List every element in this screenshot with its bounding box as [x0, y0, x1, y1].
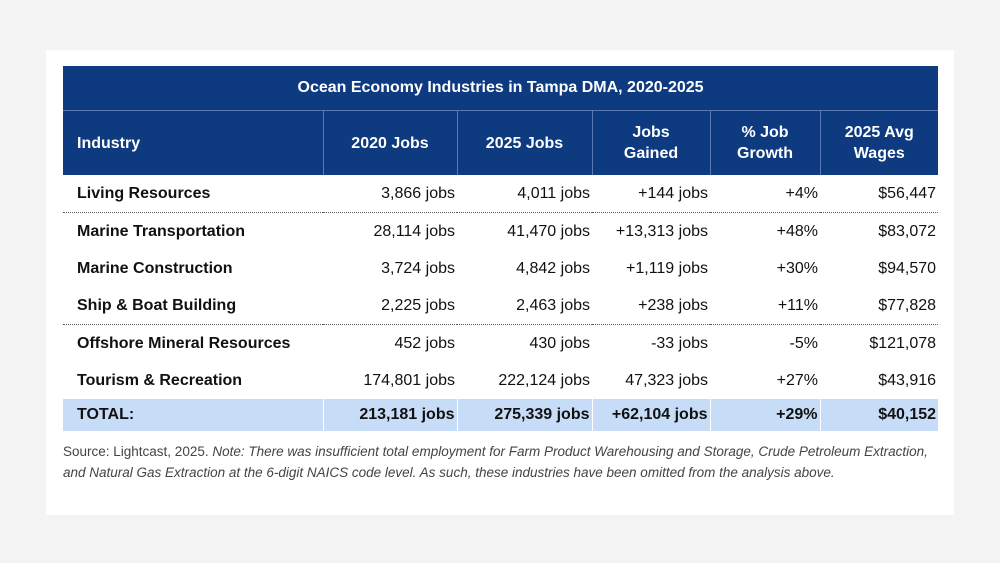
pct-growth-cell: -5% — [789, 334, 818, 352]
table-row: Marine Transportation 28,114 jobs 41,470… — [63, 213, 938, 251]
pct-growth-cell: +4% — [710, 175, 820, 213]
header-pct-growth-line1: % Job — [741, 124, 789, 141]
total-jobs-gained: +62,104 jobs — [591, 399, 710, 431]
avg-wages-cell: $83,072 — [878, 222, 937, 240]
jobs-2020-cell: 452 jobs — [394, 334, 456, 352]
industry-cell: Marine Construction — [77, 259, 233, 277]
table-title: Ocean Economy Industries in Tampa DMA, 2… — [63, 66, 939, 111]
pct-growth-cell: +27% — [776, 371, 818, 389]
jobs-2025-cell: 4,842 jobs — [516, 259, 590, 277]
header-jobs-gained-line1: Jobs — [632, 124, 670, 141]
avg-wages-cell: $121,078 — [869, 334, 937, 352]
total-jobs-2020: 213,181 jobs — [322, 399, 457, 431]
jobs-2025-cell: 222,124 jobs — [498, 371, 590, 389]
header-2020-jobs: 2020 Jobs — [322, 110, 457, 175]
header-avg-wages-line1: 2025 Avg — [844, 124, 914, 141]
avg-wages-cell: $77,828 — [820, 287, 939, 325]
jobs-2025-cell: 41,470 jobs — [507, 222, 590, 240]
table-row: Living Resources 3,866 jobs 4,011 jobs +… — [63, 175, 939, 213]
jobs-2020-cell: 28,114 jobs — [373, 222, 455, 240]
jobs-gained-cell: -33 jobs — [651, 334, 708, 352]
avg-wages-cell: $56,447 — [820, 175, 939, 213]
jobs-gained-cell: +144 jobs — [592, 175, 710, 213]
jobs-2025-cell: 4,011 jobs — [457, 175, 592, 213]
header-pct-growth-line2: Growth — [737, 145, 793, 162]
pct-growth-cell: +30% — [776, 259, 818, 277]
jobs-2025-cell: 2,463 jobs — [457, 287, 592, 325]
table-row: Ship & Boat Building 2,225 jobs 2,463 jo… — [63, 287, 939, 325]
avg-wages-cell: $94,570 — [878, 259, 937, 277]
pct-growth-cell: +11% — [710, 287, 820, 325]
header-jobs-gained: Jobs Gained — [591, 110, 710, 175]
header-2025-jobs: 2025 Jobs — [456, 110, 592, 175]
source-prefix: Source: Lightcast, 2025. — [63, 444, 213, 459]
jobs-gained-cell: 47,323 jobs — [625, 371, 708, 389]
jobs-gained-cell: +13,313 jobs — [615, 222, 708, 240]
jobs-2020-cell: 174,801 jobs — [363, 371, 455, 389]
total-pct-growth: +29% — [709, 399, 820, 431]
jobs-gained-cell: +238 jobs — [592, 287, 710, 325]
table-row: Offshore Mineral Resources 452 jobs 430 … — [63, 325, 938, 363]
header-pct-growth: % Job Growth — [709, 110, 820, 175]
industry-cell: Ship & Boat Building — [63, 287, 323, 325]
industry-cell: Living Resources — [63, 175, 323, 213]
header-jobs-gained-line2: Gained — [623, 145, 679, 162]
jobs-gained-cell: +1,119 jobs — [626, 259, 708, 277]
industry-cell: Marine Transportation — [77, 222, 246, 240]
total-row: TOTAL: 213,181 jobs 275,339 jobs +62,104… — [63, 399, 939, 431]
total-jobs-2025: 275,339 jobs — [456, 399, 592, 431]
total-avg-wages: $40,152 — [819, 399, 939, 431]
source-note-text: Note: There was insufficient total emplo… — [63, 444, 928, 480]
jobs-2025-cell: 430 jobs — [529, 334, 591, 352]
jobs-2020-cell: 3,724 jobs — [381, 259, 455, 277]
industry-cell: Offshore Mineral Resources — [77, 334, 291, 352]
pct-growth-cell: +48% — [776, 222, 818, 240]
header-avg-wages-line2: Wages — [853, 145, 905, 162]
total-label: TOTAL: — [63, 399, 323, 431]
header-industry: Industry — [63, 110, 323, 175]
avg-wages-cell: $43,916 — [878, 371, 937, 389]
jobs-2020-cell: 3,866 jobs — [323, 175, 457, 213]
header-avg-wages: 2025 Avg Wages — [819, 110, 939, 175]
table-row: Tourism & Recreation 174,801 jobs 222,12… — [63, 362, 938, 399]
table-row: Marine Construction 3,724 jobs 4,842 job… — [63, 250, 938, 287]
source-note: Source: Lightcast, 2025. Note: There was… — [63, 441, 943, 483]
industry-cell: Tourism & Recreation — [77, 371, 243, 389]
jobs-2020-cell: 2,225 jobs — [323, 287, 457, 325]
ocean-economy-table: Ocean Economy Industries in Tampa DMA, 2… — [63, 66, 939, 431]
